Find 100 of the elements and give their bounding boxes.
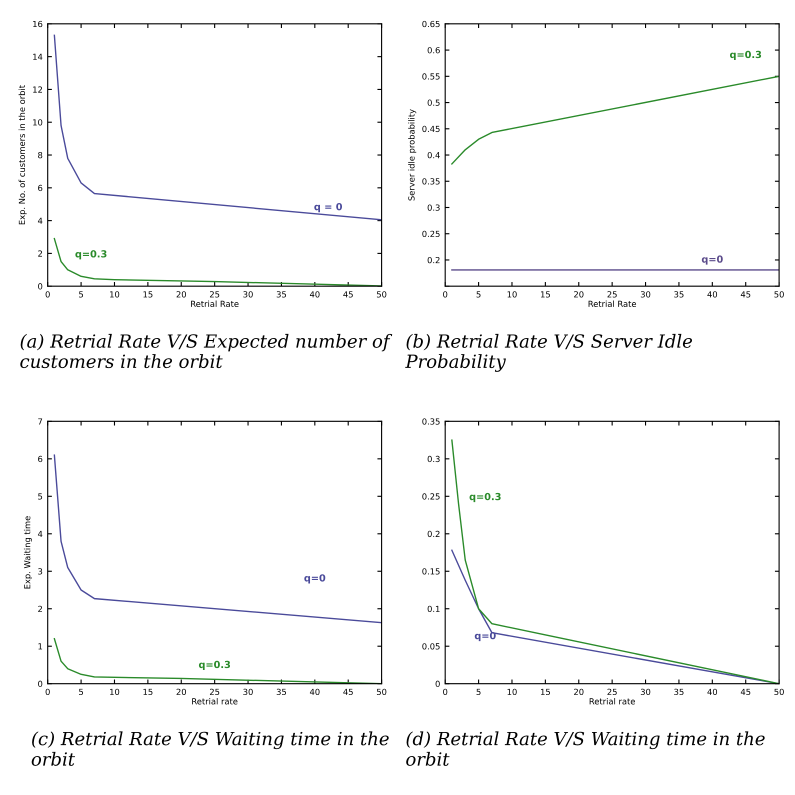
- y-tick-label: 0.3: [428, 456, 440, 462]
- y-tick-label: 0.25: [422, 493, 440, 500]
- x-tick-label: 40: [707, 688, 718, 696]
- x-tick-label: 25: [607, 688, 617, 696]
- x-tick-label: 5: [79, 688, 84, 696]
- y-tick-label: 0.4: [428, 152, 440, 158]
- y-axis-title: Exp. Waiting time: [24, 516, 32, 588]
- x-tick-label: 35: [276, 688, 286, 696]
- y-axis-title: Exp. No. of customers in the orbit: [18, 85, 27, 224]
- y-tick-label: 16: [33, 20, 42, 28]
- x-tick-label: 15: [143, 688, 152, 696]
- x-tick-label: 5: [476, 291, 481, 298]
- x-tick-label: 0: [46, 688, 50, 696]
- x-tick-label: 30: [243, 291, 253, 298]
- x-tick-label: 0: [443, 688, 448, 696]
- x-tick-label: 10: [110, 688, 120, 696]
- x-tick-label: 30: [243, 688, 253, 696]
- x-axis-title: Retrial rate: [192, 698, 238, 704]
- x-tick-label: 10: [110, 291, 120, 298]
- x-tick-label: 0: [46, 291, 50, 298]
- y-tick-label: 3: [38, 568, 42, 575]
- y-tick-label: 0.5: [428, 100, 440, 106]
- y-tick-label: 0: [38, 283, 42, 290]
- y-tick-label: 5: [38, 493, 42, 500]
- x-tick-label: 15: [540, 291, 550, 298]
- x-tick-label: 15: [540, 688, 550, 696]
- text: (b) Retrial Rate V/S Server Idle Probability: [405, 334, 692, 372]
- x-tick-label: 5: [476, 688, 481, 696]
- y-tick-label: 2: [38, 606, 42, 612]
- text: (a) Retrial Rate V/S Expected number of customers in the orbit: [20, 334, 392, 368]
- x-tick-label: 50: [774, 291, 784, 298]
- x-tick-label: 5: [79, 291, 84, 298]
- y-tick-label: 0.6: [428, 47, 440, 54]
- y-tick-label: 8: [38, 152, 42, 158]
- y-axis-title: Server idle probability: [408, 109, 416, 201]
- series-label: q=0.3: [198, 660, 230, 670]
- x-tick-label: 35: [276, 291, 286, 298]
- x-tick-label: 20: [574, 291, 584, 298]
- y-tick-label: 0.65: [422, 20, 440, 28]
- y-tick-label: 0.15: [422, 568, 440, 575]
- x-tick-label: 50: [774, 688, 784, 696]
- y-tick-label: 0: [436, 680, 440, 687]
- x-tick-label: 45: [740, 291, 750, 298]
- x-tick-label: 45: [740, 688, 750, 696]
- x-tick-label: 10: [508, 688, 517, 696]
- x-tick-label: 15: [143, 291, 152, 298]
- x-tick-label: 10: [508, 291, 517, 298]
- x-tick-label: 20: [176, 688, 186, 696]
- x-tick-label: 45: [343, 688, 353, 696]
- y-tick-label: 0.1: [428, 606, 440, 612]
- y-tick-label: 2: [38, 250, 42, 257]
- series-label: q=0.3: [730, 50, 762, 60]
- series-label: q=0: [702, 255, 723, 265]
- x-tick-label: 0: [443, 291, 448, 298]
- y-tick-label: 0.45: [422, 126, 440, 132]
- x-tick-label: 20: [574, 688, 584, 696]
- x-axis-title: Retrial rate: [590, 698, 635, 704]
- series-label: q=0.3: [75, 250, 106, 260]
- line-series: [54, 34, 382, 220]
- x-tick-label: 20: [176, 291, 186, 298]
- series-label: q=0.3: [470, 492, 501, 502]
- y-tick-label: 10: [33, 119, 42, 126]
- series-label: q = 0: [314, 202, 342, 212]
- y-tick-label: 6: [38, 456, 42, 462]
- text: (c) Retrial Rate V/S Waiting time in the orbit: [32, 731, 389, 766]
- y-tick-label: 0.55: [422, 73, 440, 80]
- text: (d) Retrial Rate V/S Waiting time in the orbit: [406, 731, 765, 766]
- y-tick-label: 6: [38, 184, 42, 192]
- x-tick-label: 40: [310, 291, 320, 298]
- text: q=0: [304, 574, 326, 584]
- y-tick-label: 12: [33, 86, 42, 93]
- x-tick-label: 30: [640, 688, 650, 696]
- x-axis-title: Retrial Rate: [588, 300, 636, 307]
- y-tick-label: 0.05: [422, 643, 440, 650]
- y-tick-label: 0.35: [422, 418, 440, 425]
- y-tick-label: 0.35: [422, 178, 440, 185]
- x-tick-label: 30: [640, 291, 650, 298]
- line-series: [54, 454, 382, 624]
- y-tick-label: 4: [38, 218, 42, 224]
- y-tick-label: 0.25: [422, 230, 440, 238]
- y-tick-label: 0.3: [428, 204, 440, 211]
- y-tick-label: 14: [33, 54, 42, 60]
- x-tick-label: 35: [674, 291, 684, 298]
- x-axis-title: Retrial Rate: [191, 300, 239, 307]
- y-tick-label: 0: [38, 680, 42, 687]
- x-tick-label: 25: [607, 291, 617, 298]
- y-tick-label: 0.2: [428, 256, 440, 264]
- line-series: [451, 439, 780, 684]
- x-tick-label: 40: [707, 291, 718, 298]
- y-tick-label: 0.2: [428, 530, 440, 538]
- x-tick-label: 25: [210, 688, 220, 696]
- y-tick-label: 7: [38, 418, 42, 425]
- line-series: [451, 76, 780, 165]
- x-tick-label: 25: [210, 291, 220, 298]
- x-tick-label: 35: [674, 688, 684, 696]
- line-series: [54, 238, 382, 286]
- x-tick-label: 45: [343, 291, 353, 298]
- y-tick-label: 1: [38, 643, 42, 650]
- x-tick-label: 40: [310, 688, 320, 696]
- x-tick-label: 50: [376, 291, 386, 298]
